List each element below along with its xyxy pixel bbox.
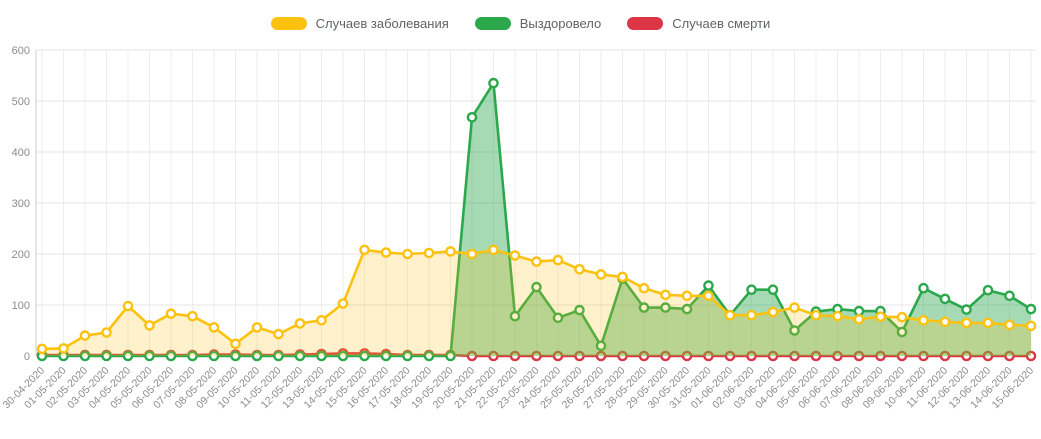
legend-label-cases: Случаев заболевания (315, 16, 449, 31)
chart-legend: Случаев заболевания Выздоровело Случаев … (0, 16, 1041, 31)
legend-item-cases[interactable]: Случаев заболевания (270, 16, 449, 31)
legend-item-deaths[interactable]: Случаев смерти (627, 16, 770, 31)
svg-text:300: 300 (12, 198, 30, 210)
legend-item-recovered[interactable]: Выздоровело (474, 16, 602, 31)
svg-text:100: 100 (12, 300, 30, 312)
x-axis-labels: 30-04-202001-05-202002-05-202003-05-2020… (1, 365, 1037, 412)
legend-swatch-recovered (474, 17, 511, 30)
svg-text:0: 0 (24, 351, 30, 363)
svg-text:600: 600 (12, 45, 30, 57)
y-axis-labels: 0 100 200 300 400 500 600 (12, 45, 30, 363)
legend-swatch-cases (270, 17, 307, 30)
svg-text:200: 200 (12, 249, 30, 261)
svg-text:400: 400 (12, 147, 30, 159)
legend-label-deaths: Случаев смерти (672, 16, 771, 31)
series-0 (36, 244, 1037, 356)
series-1-area (42, 83, 1031, 356)
legend-swatch-deaths (627, 17, 664, 30)
svg-text:500: 500 (12, 96, 30, 108)
legend-label-recovered: Выздоровело (519, 16, 602, 31)
